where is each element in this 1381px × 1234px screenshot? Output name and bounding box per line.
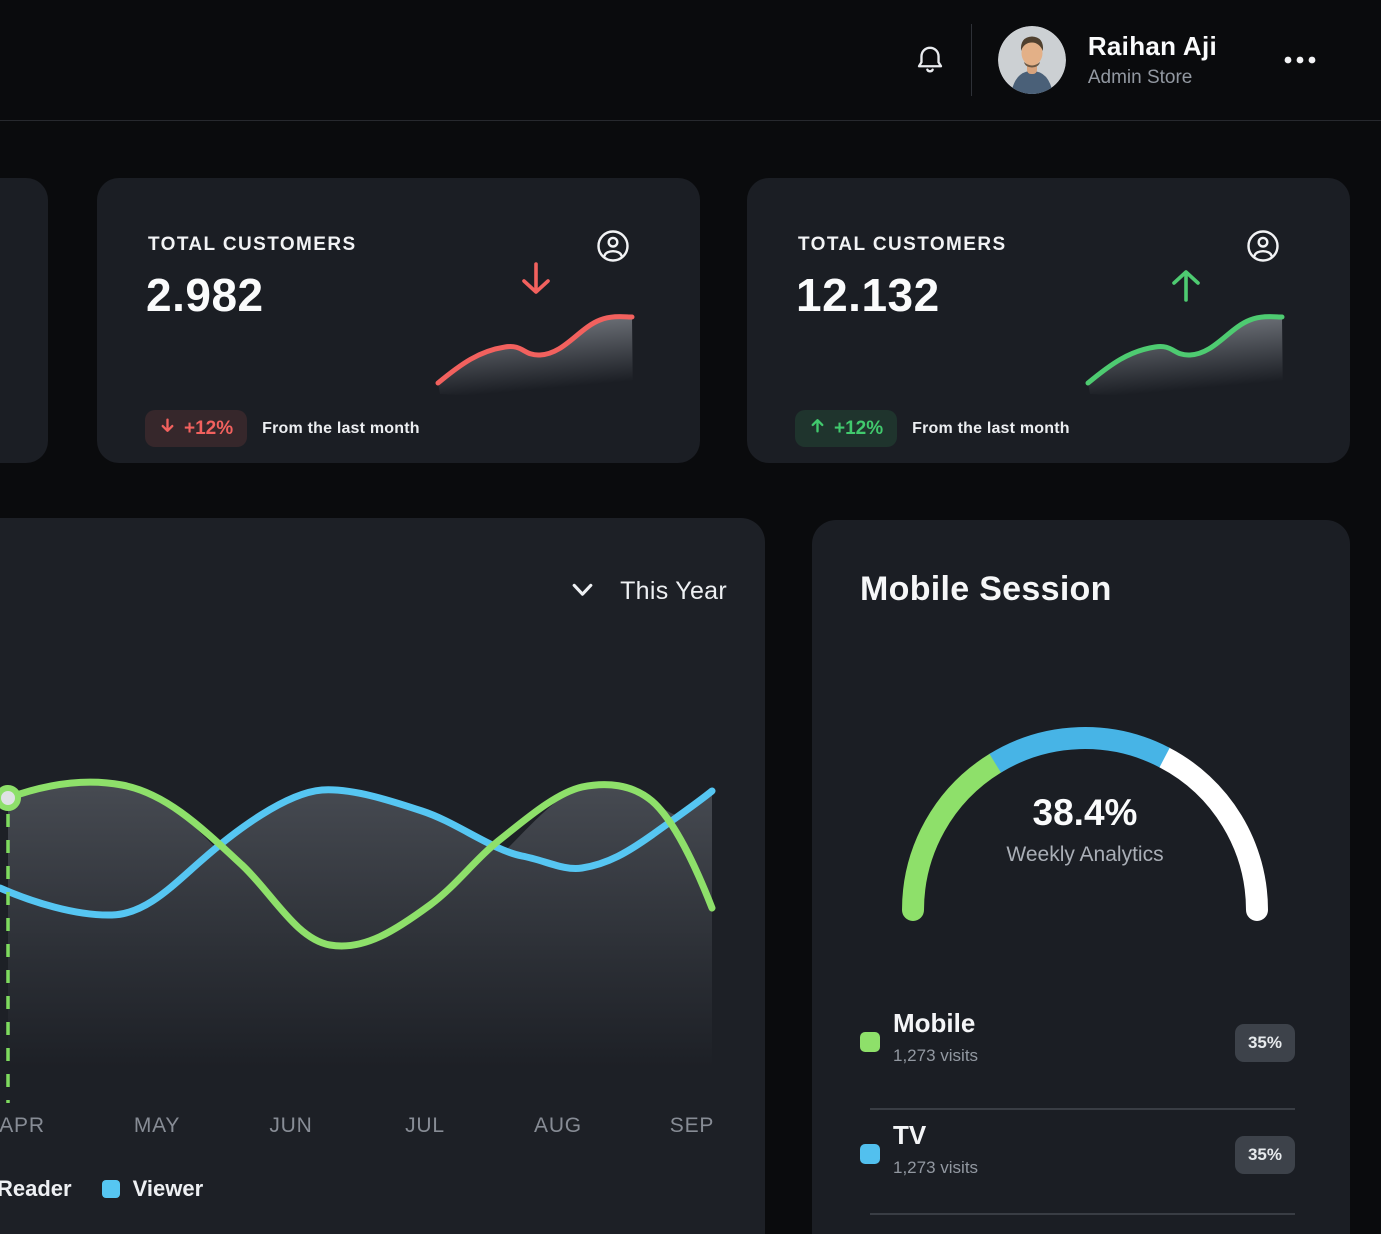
- viewer-legend-swatch: [101, 1180, 120, 1198]
- gauge-segment-tv: [989, 727, 1170, 773]
- notifications-button[interactable]: [915, 43, 945, 78]
- trend-badge: +12%: [145, 410, 248, 447]
- avatar[interactable]: [997, 26, 1066, 94]
- legend-label: Viewer: [132, 1176, 204, 1201]
- viewer-line: [0, 786, 716, 919]
- avatar-illustration: [997, 26, 1066, 94]
- session-item-visits: 1,273 visits: [893, 1158, 979, 1177]
- readers-viewers-chart-card: This Year APR MAY JUN JUL AUG: [0, 518, 765, 1234]
- x-axis-label: MAY: [133, 1114, 181, 1137]
- x-axis-label: AUG: [534, 1114, 582, 1137]
- session-item-mobile: Mobile 1,273 visits 35%: [860, 1008, 1295, 1090]
- user-info: Raihan Aji Admin Store: [1088, 31, 1217, 89]
- x-axis-label: APR: [0, 1114, 45, 1137]
- user-name: Raihan Aji: [1087, 31, 1217, 61]
- legend-label: Reader: [0, 1176, 72, 1201]
- gauge-segment-rest: [1153, 746, 1268, 921]
- user-role: Admin Store: [1087, 67, 1193, 88]
- trend-badge-value: +12%: [184, 417, 234, 439]
- trend-badge: +12%: [795, 410, 898, 447]
- divider: [870, 1108, 1295, 1110]
- gauge-chart: [902, 727, 1268, 921]
- trend-badge-value: +12%: [834, 417, 884, 439]
- stat-card-caption: From the last month: [912, 419, 1070, 437]
- stat-card-partial: [0, 178, 48, 463]
- session-item-tv: TV 1,273 visits 35%: [860, 1120, 1295, 1202]
- session-item-label: TV: [893, 1120, 927, 1150]
- reader-line: [4, 778, 716, 950]
- year-filter-dropdown[interactable]: This Year: [569, 576, 727, 606]
- mobile-swatch: [860, 1032, 880, 1052]
- gauge-caption: Weekly Analytics: [1006, 843, 1164, 866]
- share-badge: 35%: [1234, 1024, 1295, 1062]
- user-circle-icon: [1245, 228, 1281, 269]
- gauge-center: 38.4% Weekly Analytics: [902, 792, 1268, 867]
- arrow-down-icon: [517, 258, 555, 311]
- chart-area-fill: [8, 782, 712, 1118]
- chart-legend: Reader Viewer: [0, 1176, 203, 1202]
- session-item-visits: 1,273 visits: [893, 1046, 979, 1065]
- stat-card-caption: From the last month: [262, 419, 420, 437]
- trend-sparkline: [1077, 296, 1287, 466]
- card-title: Mobile Session: [860, 570, 1112, 608]
- stat-card-title: TOTAL CUSTOMERS: [148, 234, 357, 255]
- chevron-down-icon: [569, 576, 596, 606]
- top-bar: Raihan Aji Admin Store: [0, 0, 1381, 121]
- gauge-value: 38.4%: [1032, 792, 1138, 833]
- mobile-session-card: Mobile Session 38.4% Weekly Analytics Mo…: [812, 520, 1350, 1234]
- trend-sparkline: [427, 296, 637, 466]
- arrow-up-icon: [1167, 258, 1205, 311]
- legend-item-viewer[interactable]: Viewer: [101, 1176, 204, 1202]
- x-axis-label: JUN: [269, 1114, 313, 1137]
- header-divider: [970, 24, 972, 96]
- user-circle-icon: [595, 228, 631, 269]
- x-axis-label: JUL: [405, 1114, 445, 1137]
- tv-swatch: [860, 1144, 880, 1164]
- legend-item-reader[interactable]: Reader: [0, 1176, 72, 1202]
- stat-card-title: TOTAL CUSTOMERS: [798, 234, 1007, 255]
- divider: [870, 1213, 1295, 1215]
- stat-card-total-customers-1: TOTAL CUSTOMERS 2.982: [97, 178, 700, 463]
- highlight-marker: [0, 785, 21, 811]
- stat-card-value: 12.132: [796, 269, 940, 321]
- stat-card-footer: +12% From the last month: [795, 410, 1070, 447]
- share-badge: 35%: [1234, 1136, 1295, 1174]
- stat-card-footer: +12% From the last month: [145, 410, 420, 447]
- arrow-down-icon: [159, 417, 176, 440]
- bell-icon: [915, 43, 945, 78]
- x-axis-label: SEP: [669, 1114, 715, 1137]
- user-menu[interactable]: Raihan Aji Admin Store: [997, 26, 1217, 94]
- session-item-label: Mobile: [893, 1008, 976, 1038]
- ellipsis-icon: [1283, 53, 1317, 68]
- more-options-button[interactable]: [1283, 53, 1317, 68]
- stat-card-total-customers-2: TOTAL CUSTOMERS 12.132: [747, 178, 1350, 463]
- stat-card-value: 2.982: [146, 269, 264, 321]
- line-chart-plot: [0, 778, 716, 1118]
- arrow-up-icon: [809, 417, 826, 440]
- year-filter-label: This Year: [620, 576, 727, 605]
- gauge-segment-mobile: [902, 752, 1007, 921]
